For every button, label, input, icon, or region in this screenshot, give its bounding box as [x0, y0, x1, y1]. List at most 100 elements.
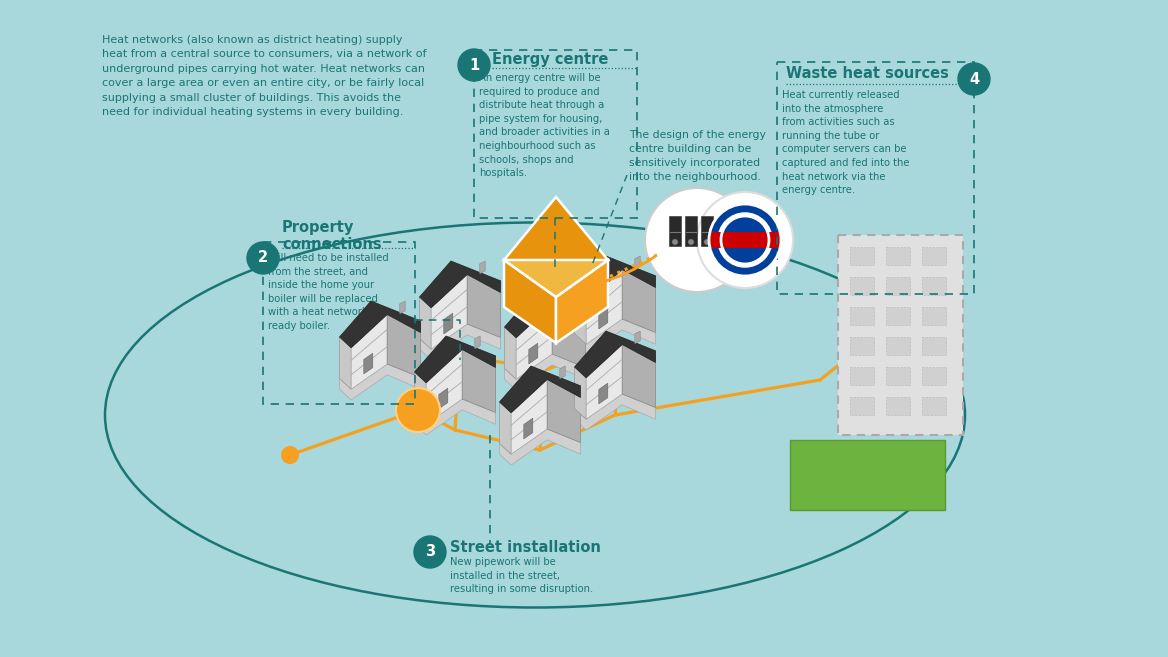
- FancyBboxPatch shape: [790, 440, 945, 510]
- Text: 3: 3: [425, 545, 434, 560]
- FancyBboxPatch shape: [709, 232, 781, 248]
- FancyBboxPatch shape: [885, 367, 910, 385]
- Polygon shape: [599, 383, 607, 404]
- FancyBboxPatch shape: [885, 397, 910, 415]
- Polygon shape: [419, 324, 501, 360]
- Polygon shape: [575, 319, 655, 355]
- Polygon shape: [415, 399, 495, 435]
- Polygon shape: [505, 197, 609, 260]
- Circle shape: [697, 192, 793, 288]
- Circle shape: [688, 239, 694, 245]
- Polygon shape: [586, 269, 623, 344]
- FancyBboxPatch shape: [669, 216, 681, 246]
- Text: Street installation: Street installation: [450, 540, 600, 555]
- Text: 1: 1: [468, 58, 479, 72]
- Polygon shape: [516, 304, 552, 379]
- Polygon shape: [500, 366, 580, 413]
- Circle shape: [413, 536, 446, 568]
- Polygon shape: [623, 344, 655, 407]
- Circle shape: [709, 204, 781, 276]
- Circle shape: [281, 446, 299, 464]
- Text: Waste heat sources: Waste heat sources: [786, 66, 948, 81]
- Polygon shape: [575, 367, 586, 419]
- Text: New pipework will be
installed in the street,
resulting in some disruption.: New pipework will be installed in the st…: [450, 557, 593, 594]
- Polygon shape: [505, 327, 516, 379]
- Polygon shape: [552, 304, 585, 367]
- FancyBboxPatch shape: [885, 337, 910, 355]
- FancyBboxPatch shape: [684, 216, 697, 246]
- FancyBboxPatch shape: [885, 247, 910, 265]
- Polygon shape: [505, 291, 585, 338]
- Polygon shape: [575, 394, 655, 430]
- Polygon shape: [634, 331, 640, 344]
- Polygon shape: [529, 343, 537, 364]
- Circle shape: [672, 239, 677, 245]
- Polygon shape: [415, 372, 426, 424]
- Polygon shape: [467, 275, 501, 338]
- FancyBboxPatch shape: [849, 247, 874, 265]
- Polygon shape: [480, 261, 485, 273]
- Text: The design of the energy
centre building can be
sensitively incorporated
into th: The design of the energy centre building…: [630, 130, 766, 182]
- Polygon shape: [575, 292, 586, 344]
- Polygon shape: [439, 388, 447, 409]
- Polygon shape: [340, 301, 420, 348]
- FancyBboxPatch shape: [922, 337, 946, 355]
- Polygon shape: [505, 260, 556, 343]
- Polygon shape: [415, 336, 495, 383]
- Circle shape: [458, 49, 491, 81]
- Polygon shape: [419, 297, 431, 350]
- FancyBboxPatch shape: [922, 247, 946, 265]
- FancyBboxPatch shape: [849, 397, 874, 415]
- Circle shape: [396, 388, 440, 432]
- FancyBboxPatch shape: [701, 216, 712, 246]
- Polygon shape: [444, 313, 453, 334]
- Circle shape: [645, 188, 749, 292]
- Polygon shape: [500, 402, 512, 454]
- Polygon shape: [599, 308, 607, 329]
- Polygon shape: [575, 331, 655, 378]
- FancyBboxPatch shape: [922, 277, 946, 295]
- Polygon shape: [559, 366, 565, 378]
- Polygon shape: [586, 344, 623, 419]
- Text: 4: 4: [969, 72, 979, 87]
- Polygon shape: [505, 354, 585, 390]
- Polygon shape: [565, 291, 570, 304]
- Polygon shape: [475, 336, 480, 349]
- FancyBboxPatch shape: [885, 307, 910, 325]
- FancyBboxPatch shape: [849, 337, 874, 355]
- FancyBboxPatch shape: [849, 277, 874, 295]
- Polygon shape: [399, 301, 405, 313]
- FancyBboxPatch shape: [885, 277, 910, 295]
- Text: An energy centre will be
required to produce and
distribute heat through a
pipe : An energy centre will be required to pro…: [479, 73, 610, 178]
- Text: Heat networks (also known as district heating) supply
heat from a central source: Heat networks (also known as district he…: [102, 35, 426, 117]
- Polygon shape: [463, 350, 495, 413]
- Polygon shape: [575, 256, 655, 303]
- FancyBboxPatch shape: [837, 235, 962, 435]
- FancyBboxPatch shape: [849, 307, 874, 325]
- Text: Energy centre: Energy centre: [492, 52, 609, 67]
- Polygon shape: [500, 429, 580, 465]
- FancyBboxPatch shape: [849, 367, 874, 385]
- FancyBboxPatch shape: [922, 367, 946, 385]
- Polygon shape: [523, 419, 533, 439]
- Text: Property
connections: Property connections: [281, 220, 382, 252]
- Polygon shape: [388, 315, 420, 378]
- Polygon shape: [634, 256, 640, 269]
- Polygon shape: [352, 315, 388, 389]
- Text: Will need to be installed
from the street, and
inside the home your
boiler will : Will need to be installed from the stree…: [267, 253, 389, 331]
- Circle shape: [704, 239, 710, 245]
- Circle shape: [958, 63, 990, 95]
- Polygon shape: [419, 261, 501, 307]
- Polygon shape: [340, 337, 352, 389]
- Polygon shape: [512, 380, 547, 454]
- Polygon shape: [556, 260, 609, 343]
- Polygon shape: [505, 225, 609, 297]
- Polygon shape: [426, 350, 463, 424]
- FancyBboxPatch shape: [922, 307, 946, 325]
- Circle shape: [246, 242, 279, 274]
- Polygon shape: [340, 364, 420, 400]
- Polygon shape: [431, 275, 467, 350]
- FancyBboxPatch shape: [922, 397, 946, 415]
- Text: Heat currently released
into the atmosphere
from activities such as
running the : Heat currently released into the atmosph…: [783, 90, 910, 195]
- Text: 2: 2: [258, 250, 269, 265]
